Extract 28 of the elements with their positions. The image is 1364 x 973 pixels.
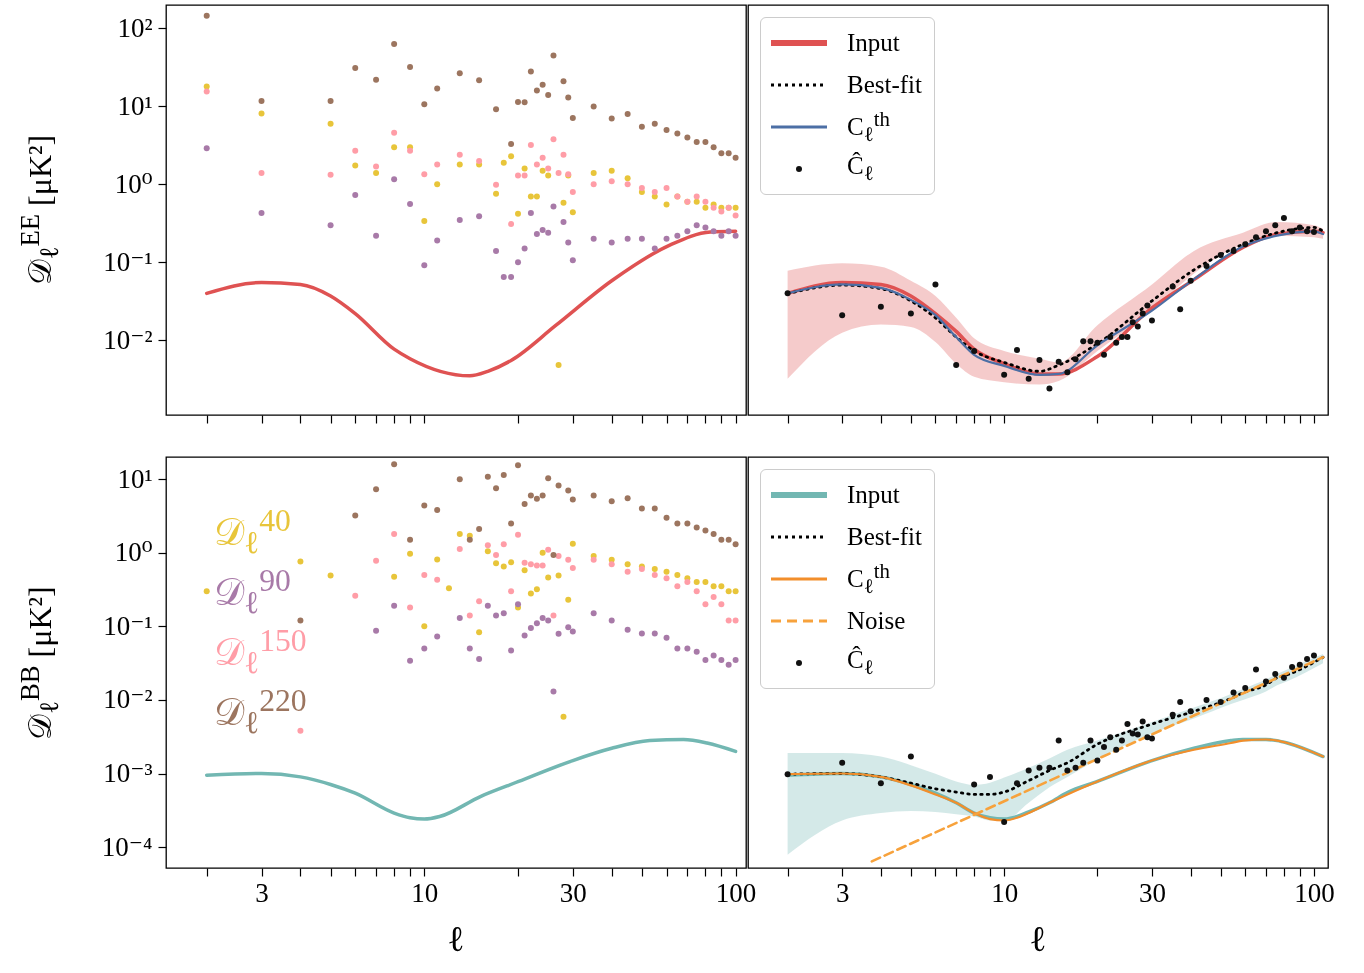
y-tick-label: 10¹: [117, 463, 153, 494]
y-tick-label: 10⁻¹: [103, 246, 153, 277]
y-tick-label: 10¹: [117, 90, 153, 121]
x-tick-label: 30: [559, 877, 587, 908]
x-tick-label: 100: [715, 877, 757, 908]
y-tick-label: 10⁻²: [103, 684, 153, 715]
y-tick-label: 10⁻⁴: [101, 831, 153, 862]
x-tick-label: 100: [1294, 877, 1335, 908]
x-tick-label: 10: [991, 877, 1019, 908]
y-tick-label: 10²: [117, 12, 153, 43]
legend-label: Input: [847, 481, 900, 509]
legend-label: Best-fit: [847, 71, 922, 99]
x-tick-label: 10: [411, 877, 439, 908]
x-axis-title: ℓ: [1029, 918, 1047, 960]
y-tick-label: 10⁰: [114, 537, 153, 568]
x-tick-label: 3: [255, 877, 269, 908]
y-tick-label: 10⁰: [114, 168, 153, 199]
legend-label: Best-fit: [847, 523, 922, 551]
legend-label: Ĉ$_{ℓ}$: [847, 646, 874, 680]
legend-label: Input: [847, 29, 900, 57]
legend-label: Ĉ$_{ℓ}$: [847, 152, 874, 186]
y-tick-label: 10⁻²: [103, 324, 153, 355]
x-axis-title: ℓ: [447, 918, 465, 960]
legend-label: Noise: [847, 607, 906, 635]
y-tick-label: 10⁻³: [103, 758, 153, 789]
y-tick-label: 10⁻¹: [103, 610, 153, 641]
x-tick-label: 30: [1138, 877, 1166, 908]
x-tick-label: 3: [835, 877, 850, 908]
